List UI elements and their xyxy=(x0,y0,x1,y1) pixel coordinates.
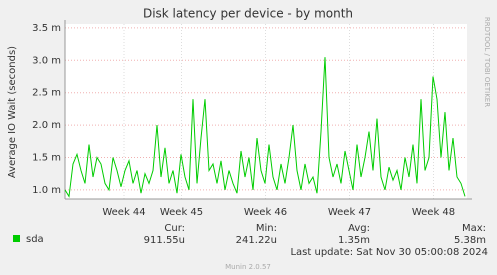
stat-value: 241.22u xyxy=(236,235,277,246)
y-tick-label: 2.5 m xyxy=(32,88,61,99)
footer: Munin 2.0.57 xyxy=(225,263,271,271)
x-tick-label: Week 47 xyxy=(328,207,371,218)
side-note: RRDTOOL / TOBI OETIKER xyxy=(483,17,491,107)
stat-value: 1.35m xyxy=(338,235,370,246)
stat-value: 911.55u xyxy=(144,235,185,246)
stat-label: Min: xyxy=(256,223,277,234)
y-tick-label: 1.0 m xyxy=(32,185,61,196)
stat-label: Cur: xyxy=(164,223,185,234)
legend-label: sda xyxy=(26,234,44,245)
stat-label: Avg: xyxy=(348,223,370,234)
x-tick-label: Week 44 xyxy=(102,207,145,218)
x-tick-label: Week 48 xyxy=(412,207,455,218)
data-line xyxy=(64,57,466,198)
y-tick-label: 2.0 m xyxy=(32,120,61,131)
y-tick-label: 3.0 m xyxy=(32,55,61,66)
stat-value: 5.38m xyxy=(454,235,486,246)
y-tick-label: 3.5 m xyxy=(32,23,61,34)
legend-swatch xyxy=(13,235,20,242)
y-axis-label: Average IO Wait (seconds) xyxy=(7,46,18,178)
y-tick-label: 1.5 m xyxy=(32,153,61,164)
stat-label: Max: xyxy=(462,223,486,234)
x-tick-label: Week 46 xyxy=(244,207,287,218)
x-tick-label: Week 45 xyxy=(160,207,203,218)
last-update: Last update: Sat Nov 30 05:00:08 2024 xyxy=(290,247,488,258)
chart-title: Disk latency per device - by month xyxy=(143,7,353,21)
